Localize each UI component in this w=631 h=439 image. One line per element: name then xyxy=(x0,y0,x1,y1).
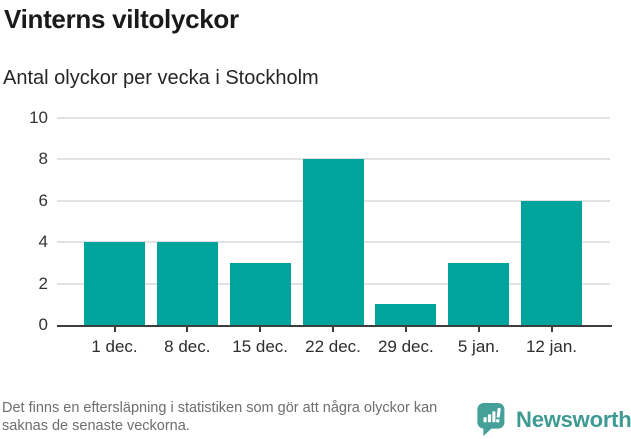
footnote: Det finns en eftersläpning i statistiken… xyxy=(2,400,438,434)
x-tick xyxy=(332,327,334,332)
x-axis-line xyxy=(57,325,612,327)
bar-8dec xyxy=(156,242,218,325)
y-tick-label: 8 xyxy=(38,149,48,169)
x-tick-label: 8 dec. xyxy=(164,337,211,356)
y-tick-label: 2 xyxy=(38,273,48,293)
bar-15dec xyxy=(229,262,291,325)
x-tick xyxy=(186,327,189,332)
x-tick xyxy=(113,327,116,332)
bar-12jan xyxy=(521,200,582,325)
y-tick-label: 10 xyxy=(29,108,48,127)
x-tick xyxy=(550,327,553,332)
bar-22dec xyxy=(302,159,364,325)
chart-title: Vinterns viltolyckor xyxy=(4,4,239,34)
x-tick-label: 12 jan. xyxy=(525,337,578,356)
x-tick xyxy=(259,327,262,332)
x-tick-label: 29 dec. xyxy=(377,337,434,356)
gridline xyxy=(57,117,610,119)
x-tick xyxy=(404,327,407,332)
brand-wordmark: Newsworthy xyxy=(516,407,631,432)
bar-1dec xyxy=(84,242,145,325)
chart-subtitle: Antal olyckor per vecka i Stockholm xyxy=(3,67,319,89)
newsworthy-logo: Newsworthy xyxy=(476,401,631,438)
bar-5jan xyxy=(448,262,510,325)
x-tick-label: 22 dec. xyxy=(305,337,361,356)
bar-chart-speech-bubble-icon xyxy=(477,403,505,436)
y-tick-label: 4 xyxy=(38,232,48,252)
bar-29dec xyxy=(375,304,437,325)
x-tick xyxy=(477,327,480,332)
x-tick-label: 5 jan. xyxy=(457,337,500,356)
x-tick-label: 1 dec. xyxy=(91,337,138,356)
x-tick-label: 15 dec. xyxy=(232,337,289,356)
y-tick-label: 0 xyxy=(38,315,48,334)
y-tick-label: 6 xyxy=(38,190,48,210)
